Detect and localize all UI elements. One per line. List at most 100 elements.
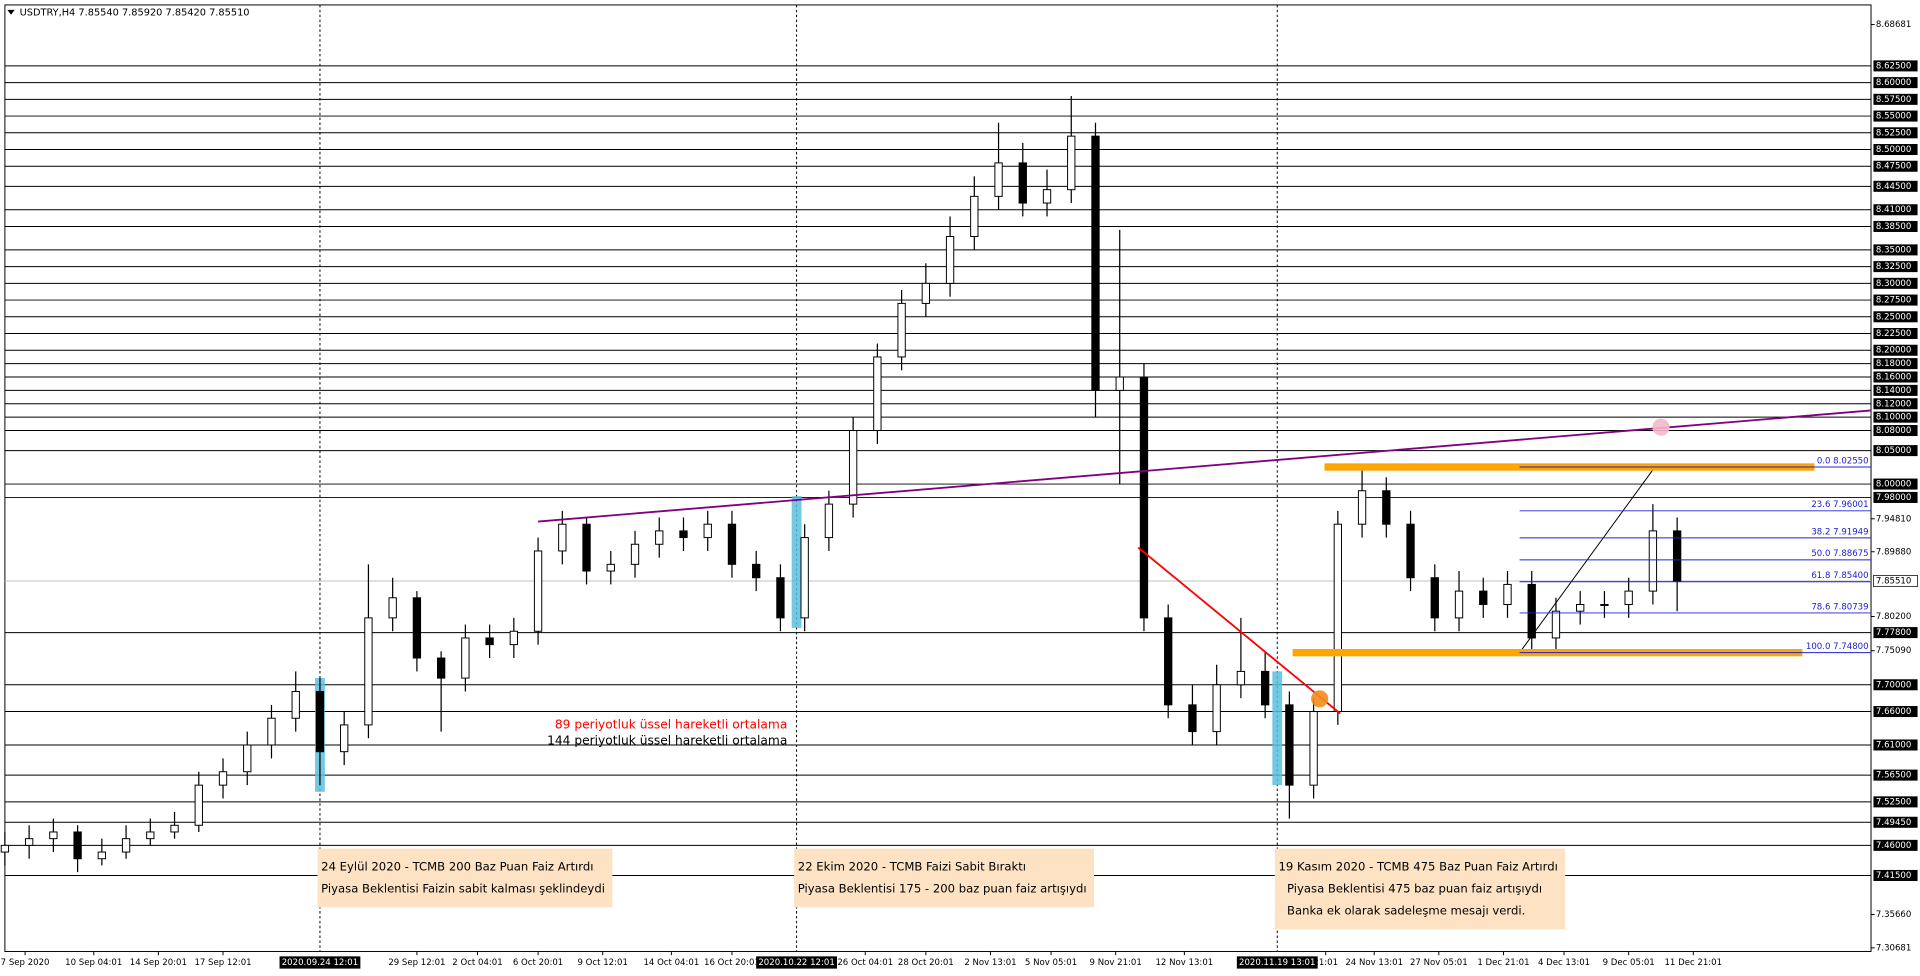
candle-body [194,784,203,826]
candle-body [1236,670,1246,686]
background-layer [4,4,1872,952]
legend-entry: 144 periyotluk üssel hareketli ortalama [547,733,787,747]
candle-body [1648,530,1658,592]
x-tick-label: 1 Dec 21:01 [1477,958,1529,968]
candle-body [582,523,591,572]
candle-body [73,831,82,860]
level-label-bg [1873,769,1918,781]
annotation-text: Piyasa Beklentisi 475 baz puan faiz artı… [1287,882,1542,896]
level-label-bg [1873,127,1918,139]
candle-body [800,537,809,619]
candle-body [533,550,543,632]
candle-body [485,637,494,646]
level-label-bg [1873,60,1918,72]
candle-body [1527,583,1536,639]
candle-body [340,724,349,753]
fib-label: 23.6 7.96001 [1811,500,1868,510]
candle-body [1624,590,1633,605]
main-layer [0,95,1872,873]
level-label-bg [1873,144,1918,156]
candle-body [509,630,519,646]
annotation-box [317,848,613,908]
candle-body [1503,583,1512,605]
level-label-bg [1873,358,1918,370]
level-label: 8.41000 [1876,205,1911,215]
level-label-bg [1873,445,1918,457]
fib-label: 100.0 7.74800 [1806,642,1869,652]
level-label: 8.08000 [1876,426,1911,436]
level-label-bg [1873,796,1918,808]
level-label: 8.47500 [1876,162,1911,172]
menu-icon[interactable] [7,9,15,15]
level-label: 8.55000 [1876,112,1911,122]
candle-body [1018,162,1027,204]
annotation-text: 24 Eylül 2020 - TCMB 200 Baz Puan Faiz A… [321,859,593,873]
level-label-bg [1873,204,1918,216]
level-label-bg [1873,478,1918,490]
event-x-label: 2020.10.22 12:01 [758,958,834,968]
candle-body [945,236,955,284]
level-label: 7.46000 [1876,841,1911,851]
candle-body [630,543,640,565]
candle-body [848,430,858,505]
candle-body [1551,610,1561,639]
candle-body [1091,135,1100,391]
candle-body [994,162,1003,197]
x-tick-label: 4 Dec 13:01 [1538,958,1590,968]
event-highlight [791,496,802,628]
trend-line [537,409,1872,523]
candle-body [1406,523,1415,579]
candle-body [1285,704,1294,786]
candle-body [1430,577,1439,619]
level-label-bg [1873,627,1918,639]
level-label-bg [1873,869,1918,881]
fib-label: 61.8 7.85400 [1811,571,1868,581]
candle-body [970,195,979,237]
annotation-text: 22 Ekim 2020 - TCMB Faizi Sabit Bıraktı [798,859,1026,873]
y-tick-label: 8.68681 [1876,20,1911,30]
level-label: 7.66000 [1876,707,1911,717]
top-layer: 8.62500 8.60000 8.57500 8.55000 8.52500 8.500… [1,20,1918,969]
annotation-text: 19 Kasım 2020 - TCMB 475 Baz Puan Faiz A… [1278,859,1557,873]
x-tick-label: 5 Nov 05:01 [1025,958,1077,968]
fib-label: 38.2 7.91949 [1811,527,1868,537]
level-label-bg [1873,839,1918,851]
chart-title: USDTRY,H4 7.85540 7.85920 7.85420 7.8551… [20,7,250,18]
level-label: 7.77800 [1876,628,1911,638]
candle-body [146,831,155,840]
level-label: 7.61000 [1876,740,1911,750]
level-label-bg [1873,93,1918,105]
event-x-label-bg [756,956,837,969]
x-tick-label: 9 Nov 21:01 [1090,958,1142,968]
level-label: 8.22500 [1876,329,1911,339]
candle-body [873,356,882,432]
level-label: 8.35000 [1876,245,1911,255]
level-label: 8.10000 [1876,413,1911,423]
level-label: 8.18000 [1876,359,1911,369]
candle-body [655,530,664,545]
candle-body [1576,604,1585,612]
fib-label: 50.0 7.88675 [1811,549,1868,559]
level-label: 8.50000 [1876,145,1911,155]
x-tick-label: 9 Dec 05:01 [1603,958,1655,968]
candle-body [1139,376,1149,619]
candle-body [49,831,58,840]
level-label: 8.14000 [1876,386,1911,396]
candle-body [1600,604,1609,606]
x-tick-label: 10 Sep 04:01 [65,958,122,968]
level-label-bg [1873,244,1918,256]
level-label: 8.27500 [1876,296,1911,306]
annotation-box [1274,848,1566,930]
candle-body [703,523,712,539]
level-label: 7.52500 [1876,797,1911,807]
level-label: 8.05000 [1876,446,1911,456]
level-label: 7.49450 [1876,818,1911,828]
trend-line [1137,546,1341,715]
level-label-bg [1873,344,1918,356]
x-tick-label: 29 Sep 12:01 [388,958,445,968]
level-label-bg [1873,294,1918,306]
x-tick-label: 2 Oct 04:01 [452,958,502,968]
x-tick-label: 12 Nov 13:01 [1155,958,1213,968]
candle-body [0,844,10,853]
